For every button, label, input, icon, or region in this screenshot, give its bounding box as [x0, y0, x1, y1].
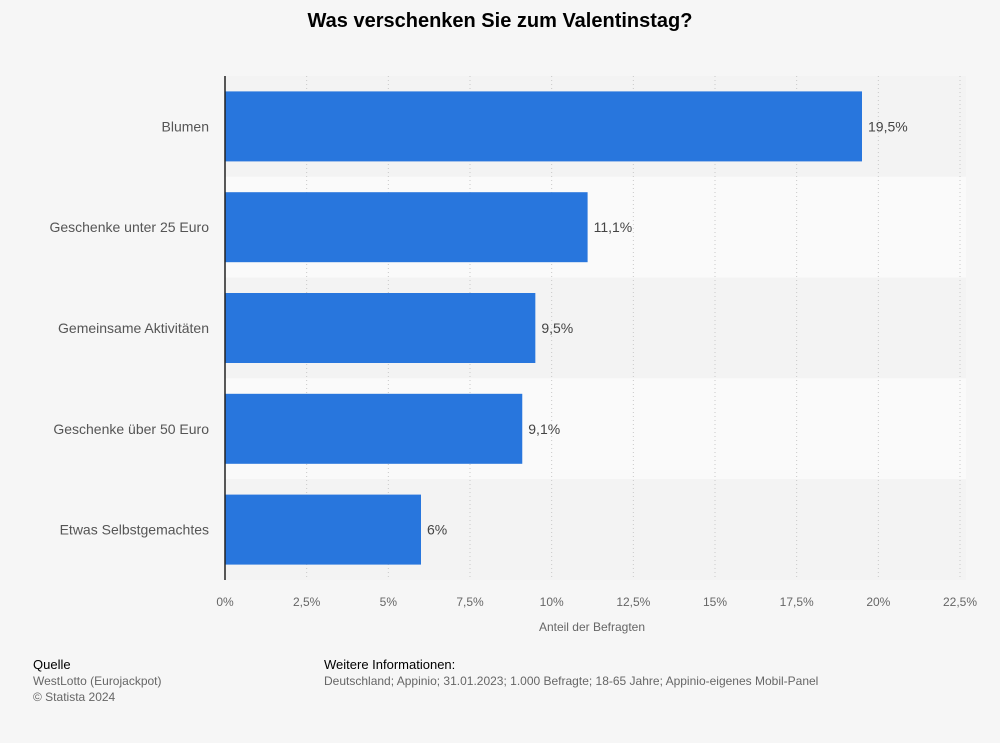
copyright[interactable]: © Statista 2024	[33, 690, 116, 704]
bar[interactable]	[225, 91, 862, 162]
category-label: Blumen	[162, 118, 209, 134]
info-heading: Weitere Informationen:	[324, 657, 456, 672]
x-tick-label: 22,5%	[943, 595, 977, 609]
value-label: 19,5%	[868, 118, 908, 134]
bar-chart: Blumen 19,5% Geschenke unter 25 Euro 11,1% G…	[49, 76, 977, 634]
x-tick-label: 7,5%	[456, 595, 484, 609]
value-label: 9,1%	[528, 421, 560, 437]
x-tick-label: 20%	[866, 595, 890, 609]
value-label: 11,1%	[594, 219, 633, 235]
x-tick-label: 12,5%	[616, 595, 650, 609]
chart-title: Was verschenken Sie zum Valentinstag?	[307, 10, 693, 32]
info-text: Deutschland; Appinio; 31.01.2023; 1.000 …	[324, 674, 819, 688]
x-tick-label: 15%	[703, 595, 727, 609]
source-heading: Quelle	[33, 657, 71, 672]
category-label: Etwas Selbstgemachtes	[60, 522, 209, 538]
x-tick-label: 2,5%	[293, 595, 321, 609]
value-label: 6%	[427, 522, 447, 538]
x-axis-label: Anteil der Befragten	[539, 620, 645, 634]
x-tick-label: 17,5%	[780, 595, 814, 609]
x-tick-label: 0%	[216, 595, 234, 609]
bar[interactable]	[225, 393, 523, 464]
category-label: Gemeinsame Aktivitäten	[58, 320, 209, 336]
x-tick-label: 5%	[380, 595, 398, 609]
bar[interactable]	[225, 293, 536, 363]
category-label: Geschenke unter 25 Euro	[49, 219, 209, 235]
info-block: Weitere Informationen: Deutschland; Appi…	[324, 657, 818, 689]
bar[interactable]	[225, 494, 421, 565]
x-tick-label: 10%	[540, 595, 564, 609]
category-label: Geschenke über 50 Euro	[53, 421, 209, 437]
bar[interactable]	[225, 192, 588, 263]
source-block: Quelle WestLotto (Eurojackpot) © Statist…	[33, 657, 162, 705]
value-label: 9,5%	[541, 320, 573, 336]
source-name[interactable]: WestLotto (Eurojackpot)	[33, 674, 162, 688]
